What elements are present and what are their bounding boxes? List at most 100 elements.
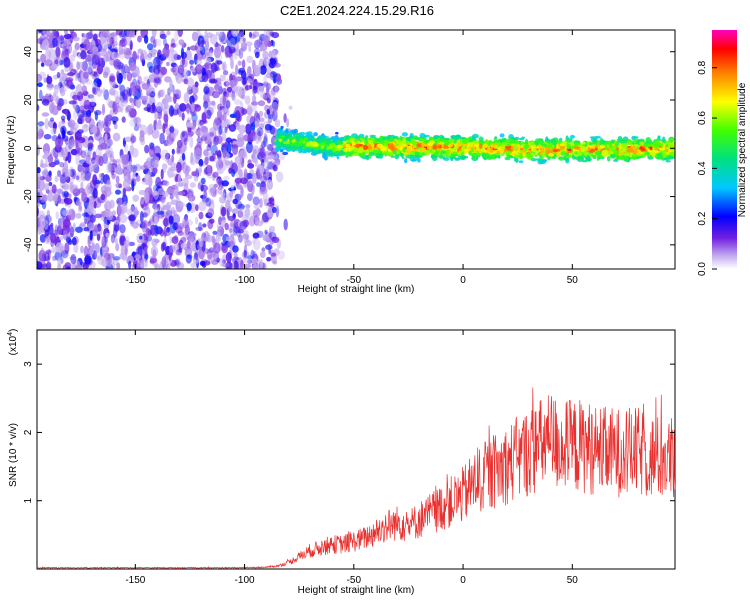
spectrogram-cell	[503, 151, 510, 155]
spectrogram-cell	[213, 46, 222, 59]
spectrogram-cell	[530, 152, 535, 156]
spectrogram-cell	[86, 204, 94, 216]
spectrogram-cell	[337, 147, 343, 151]
spectrogram-cell	[252, 237, 256, 245]
spectrogram-cell	[188, 192, 193, 203]
snr-panel: -150 -100 -50 0 50 123 Height of straight li…	[7, 329, 676, 596]
spectrogram-cell	[280, 147, 288, 151]
spectrogram-cell	[41, 112, 50, 117]
spectrogram-cell	[591, 142, 599, 145]
spectrogram-cell	[261, 215, 266, 224]
spectrogram-cell	[115, 96, 121, 105]
spectrogram-cell	[383, 136, 390, 139]
y-tick-label: 40	[23, 46, 34, 58]
spectrogram-cell	[272, 164, 278, 172]
x-tick-label: -150	[125, 275, 145, 286]
spectrogram-cell	[202, 191, 208, 203]
spectrogram-cell	[74, 131, 82, 141]
spectrogram-cell	[114, 237, 118, 244]
spectrogram-cell	[226, 162, 232, 169]
spectrogram-cell	[110, 164, 115, 176]
spectrogram-cell	[271, 31, 280, 39]
spectrogram-cell	[214, 82, 223, 88]
spectrogram-cell	[166, 61, 170, 67]
spectrogram-cell	[121, 154, 130, 165]
spectrogram-cell	[162, 106, 169, 117]
spectrogram-cell	[271, 109, 278, 122]
spectrogram-cell	[72, 49, 78, 58]
spectrogram-cell	[183, 68, 189, 80]
spectrogram-cell	[130, 135, 137, 143]
spectrogram-cell	[64, 242, 70, 254]
spectrogram-cell	[581, 145, 586, 151]
spectrogram-cell	[147, 61, 153, 69]
spectrogram-cell	[165, 201, 172, 209]
spectrogram-cell	[194, 148, 203, 160]
spectrogram-cell	[128, 214, 136, 222]
spectrogram-cell	[237, 60, 242, 66]
spectrogram-cell	[186, 86, 193, 95]
spectrogram-cell	[91, 165, 95, 172]
spectrogram-cell	[206, 144, 211, 152]
spectrogram-cell	[181, 177, 189, 187]
spectrogram-cell	[48, 152, 53, 164]
spectrogram-cell	[624, 153, 628, 157]
spectrogram-cell	[491, 154, 496, 159]
spectrogram-cell	[124, 143, 129, 154]
spectrogram-cell	[64, 171, 70, 180]
spectrogram-cell	[276, 130, 280, 137]
spectrogram-cell	[330, 142, 336, 147]
spectrogram-cell	[432, 155, 438, 162]
spectrogram-cell	[50, 232, 56, 244]
spectrogram-cell	[80, 181, 84, 189]
spectrogram-cell	[260, 180, 266, 188]
spectrogram-cell	[116, 262, 121, 269]
spectrogram-cell	[172, 213, 181, 225]
spectrogram-cell	[171, 148, 175, 155]
spectrogram-cell	[75, 84, 83, 96]
spectrogram-cell	[439, 138, 445, 141]
spectrogram-cell	[220, 206, 227, 217]
spectrogram-cell	[210, 199, 214, 205]
spectrogram-cell	[79, 159, 87, 165]
spectrogram-cell	[307, 131, 313, 137]
spectrogram-cell	[119, 224, 126, 234]
spectrogram-cell	[160, 88, 166, 98]
x-tick-label: 50	[567, 575, 579, 586]
spectrogram-cell	[75, 226, 83, 233]
x-tick-label: -100	[235, 275, 255, 286]
spectrogram-cell	[83, 215, 89, 223]
spectrogram-cell	[616, 156, 621, 160]
spectrogram-cell	[100, 177, 104, 185]
spectrogram-cell	[645, 141, 651, 144]
spectrogram-cell	[181, 131, 185, 138]
spectrogram-cell	[146, 156, 154, 168]
spectrogram-cell	[81, 85, 88, 93]
spectrogram-cell	[395, 140, 403, 145]
spectrogram-cell	[198, 201, 207, 212]
spectrogram-cell	[280, 125, 284, 129]
spectrogram-cell	[259, 198, 263, 208]
spectrogram-cell	[39, 214, 45, 220]
spectrogram-cell	[218, 157, 224, 170]
spectrogram-cell	[174, 43, 179, 48]
spectrogram-cell	[85, 264, 89, 269]
spectrogram-cell	[214, 84, 220, 91]
spectrogram-cell	[198, 164, 202, 177]
spectrogram-cell	[152, 203, 159, 210]
spectrogram-cell	[59, 235, 64, 241]
spectrogram-cell	[194, 104, 202, 112]
spectrogram-cell	[212, 138, 218, 146]
spectrogram-cell	[266, 143, 274, 151]
spectrogram-cell	[121, 89, 130, 100]
spectrogram-cell	[37, 121, 45, 127]
spectrogram-cell	[102, 71, 109, 79]
spectrogram-cell	[37, 210, 46, 221]
spectrogram-cell	[368, 153, 372, 159]
y-tick-label: -40	[23, 237, 34, 252]
spectrogram-cell	[432, 145, 438, 150]
spectrogram-cell	[252, 145, 260, 157]
spectrogram-cell	[339, 138, 344, 142]
spectrogram-cell	[44, 183, 50, 191]
spectrogram-cell	[135, 98, 142, 109]
